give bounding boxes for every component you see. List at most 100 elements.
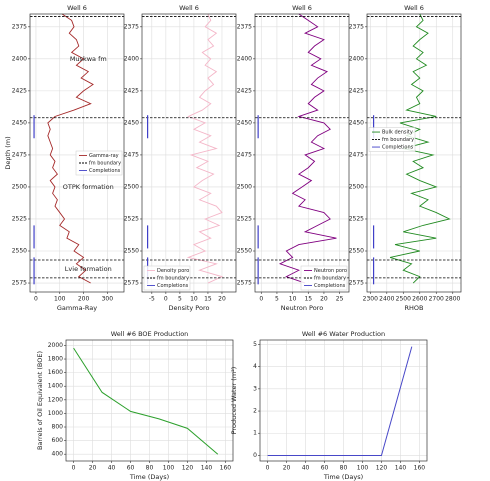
x-tick-label: 160 <box>220 465 232 472</box>
x-tick-label: 0 <box>266 465 270 472</box>
x-tick-label: 40 <box>108 465 116 472</box>
y-tick-label: 2475 <box>237 151 252 158</box>
y-tick-label: 2375 <box>237 23 252 30</box>
plot-frame <box>366 13 462 293</box>
y-tick-label: 2575 <box>237 280 252 287</box>
y-tick-label: 1600 <box>48 369 63 376</box>
x-tick-label: 0 <box>34 296 38 303</box>
y-tick-label: 1200 <box>48 396 63 403</box>
plot-frame <box>259 339 428 462</box>
y-tick-label: 400 <box>52 451 64 458</box>
y-tick-label: 2425 <box>12 87 27 94</box>
chart-title: Well 6 <box>292 4 312 12</box>
y-tick-label: 2475 <box>12 151 27 158</box>
x-tick-label: -5 <box>149 296 155 303</box>
y-tick-label: 2375 <box>349 23 364 30</box>
x-tick-label: 10 <box>289 296 297 303</box>
x-tick-label: 2500 <box>396 296 411 303</box>
x-tick-label: 0 <box>72 465 76 472</box>
x-tick-label: 2300 <box>363 296 378 303</box>
y-tick-label: 2550 <box>237 248 252 255</box>
y-tick-label: 2450 <box>12 119 27 126</box>
plot-frame <box>29 13 125 293</box>
y-axis-label: Barrels of Oil Equivalent (BOE) <box>36 351 44 450</box>
y-tick-label: 2575 <box>124 280 139 287</box>
x-tick-label: 10 <box>190 296 198 303</box>
x-tick-label: 15 <box>304 296 312 303</box>
y-tick-label: 2525 <box>12 215 27 222</box>
plot-frame <box>254 13 350 293</box>
log-curve <box>47 13 94 284</box>
x-tick-label: 20 <box>320 296 328 303</box>
plot-frame <box>141 13 237 293</box>
y-tick-label: 2525 <box>237 215 252 222</box>
legend-label: Completions <box>157 283 189 289</box>
chart-title: Well #6 BOE Production <box>111 330 189 338</box>
x-tick-label: 200 <box>78 296 90 303</box>
y-tick-label: 0 <box>253 452 257 459</box>
legend-label: Gamma-ray <box>89 153 119 159</box>
y-axis-label: Depth (m) <box>4 136 12 169</box>
x-tick-label: 25 <box>336 296 344 303</box>
x-tick-label: 80 <box>340 465 348 472</box>
y-tick-label: 1400 <box>48 383 63 390</box>
x-tick-label: 100 <box>54 296 66 303</box>
x-axis-label: Time (Days) <box>323 473 363 481</box>
y-tick-label: 1000 <box>48 410 63 417</box>
x-tick-label: 5 <box>275 296 279 303</box>
x-tick-label: 2700 <box>429 296 444 303</box>
annotation: Lvie formation <box>65 265 112 273</box>
x-tick-label: 120 <box>182 465 194 472</box>
x-axis-label: Time (Days) <box>129 473 169 481</box>
y-tick-label: 2500 <box>237 183 252 190</box>
plot-area <box>142 14 236 292</box>
legend-label: Completions <box>382 145 414 151</box>
x-tick-label: 80 <box>146 465 154 472</box>
legend-label: fm boundary <box>382 137 414 143</box>
x-tick-label: 100 <box>357 465 369 472</box>
x-tick-label: 2800 <box>445 296 460 303</box>
plot-area <box>255 14 349 292</box>
log-curve <box>278 13 337 284</box>
x-tick-label: 140 <box>395 465 407 472</box>
y-tick-label: 2400 <box>124 55 139 62</box>
annotation: Muskwa fm <box>70 55 107 63</box>
x-tick-label: 0 <box>259 296 263 303</box>
log-curve <box>186 13 224 284</box>
x-axis-label: Gamma-Ray <box>57 304 97 312</box>
y-tick-label: 2575 <box>12 280 27 287</box>
y-tick-label: 2525 <box>124 215 139 222</box>
chart-title: Well 6 <box>179 4 199 12</box>
plot-area <box>367 14 461 292</box>
legend-label: fm boundary <box>89 161 121 167</box>
x-tick-label: 20 <box>283 465 291 472</box>
x-tick-label: 60 <box>127 465 135 472</box>
chart-title: Well 6 <box>67 4 87 12</box>
x-tick-label: 15 <box>204 296 212 303</box>
x-tick-label: 20 <box>218 296 226 303</box>
y-tick-label: 2400 <box>12 55 27 62</box>
x-tick-label: 2400 <box>379 296 394 303</box>
y-tick-label: 2500 <box>124 183 139 190</box>
x-tick-label: 100 <box>163 465 175 472</box>
y-tick-label: 2 <box>253 408 257 415</box>
y-tick-label: 800 <box>52 424 64 431</box>
x-tick-label: 0 <box>164 296 168 303</box>
y-tick-label: 2425 <box>237 87 252 94</box>
y-tick-label: 2500 <box>12 183 27 190</box>
legend-label: fm boundary <box>314 276 346 282</box>
x-tick-label: 160 <box>414 465 426 472</box>
chart-title: Well 6 <box>404 4 424 12</box>
x-tick-label: 2600 <box>412 296 427 303</box>
x-tick-label: 140 <box>201 465 213 472</box>
y-tick-label: 2425 <box>124 87 139 94</box>
y-tick-label: 2550 <box>124 248 139 255</box>
y-tick-label: 2500 <box>349 183 364 190</box>
y-tick-label: 1800 <box>48 356 63 363</box>
y-tick-label: 2450 <box>237 119 252 126</box>
